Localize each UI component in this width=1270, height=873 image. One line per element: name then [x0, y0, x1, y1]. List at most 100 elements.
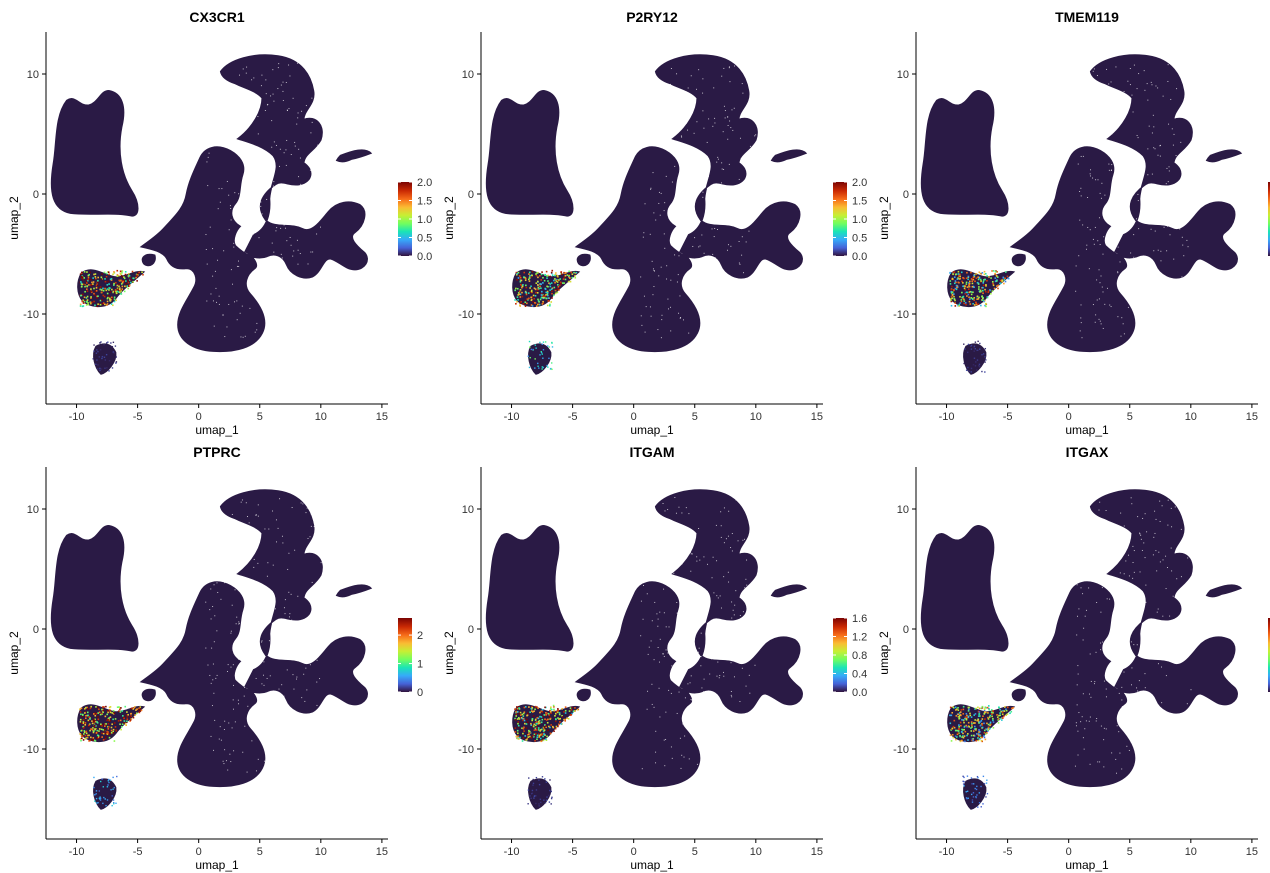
x-tick-label: 15: [376, 846, 388, 858]
x-tick-label: -10: [69, 846, 85, 858]
axes: -10 -5 0 5 10 15 10 0 -10 umap_1 umap_2: [7, 467, 388, 872]
expression-points: [514, 704, 580, 807]
x-tick-label: 0: [1066, 846, 1072, 858]
colorbar-tick-label: 1.2: [852, 632, 867, 644]
axes: -10 -5 0 5 10 15 10 0 -10 umap_1 umap_2: [7, 32, 388, 437]
x-tick-label: 0: [196, 846, 202, 858]
y-axis-label: umap_2: [877, 631, 891, 675]
y-axis-label: umap_2: [7, 196, 21, 240]
x-tick-label: 5: [692, 846, 698, 858]
colorbar-tick-label: 0.0: [417, 251, 432, 263]
y-tick-label: 10: [897, 69, 909, 81]
panel-title: ITGAM: [629, 444, 674, 460]
expression-points: [514, 269, 578, 371]
cell-clusters: [52, 490, 371, 809]
panel-title: P2RY12: [626, 9, 678, 25]
colorbar-tick-label: 0.8: [852, 650, 867, 662]
colorbar: [833, 618, 847, 692]
y-tick-label: 0: [33, 624, 39, 636]
cell-clusters: [922, 55, 1241, 374]
y-tick-label: -10: [893, 309, 909, 321]
x-axis-label: umap_1: [1065, 858, 1109, 872]
x-tick-label: 10: [750, 411, 762, 423]
colorbar-tick-label: 0.0: [852, 687, 867, 699]
x-tick-label: -10: [69, 411, 85, 423]
x-tick-label: 0: [1066, 411, 1072, 423]
y-tick-label: -10: [23, 309, 39, 321]
y-tick-label: 0: [903, 624, 909, 636]
x-tick-label: 15: [1246, 411, 1258, 423]
x-tick-label: 0: [631, 846, 637, 858]
x-tick-label: 10: [1185, 846, 1197, 858]
y-tick-label: 10: [27, 69, 39, 81]
x-tick-label: -5: [133, 846, 143, 858]
umap-panel-cx3cr1: CX3CR1 -10 -5 0 5 10 15 10 0 -10 umap_1 umap_2 2.0 1.…: [7, 9, 432, 437]
umap-panel-p2ry12: P2RY12 -10 -5 0 5 10 15 10 0 -10 umap_1 umap_2 2.0 1.…: [442, 9, 867, 437]
x-axis-label: umap_1: [195, 858, 239, 872]
panel-title: PTPRC: [193, 444, 240, 460]
x-tick-label: -5: [568, 411, 578, 423]
colorbar-tick-label: 2.0: [852, 177, 867, 189]
cluster-texture: [640, 64, 757, 339]
colorbar-tick-label: 0.4: [852, 669, 867, 681]
y-axis-label: umap_2: [877, 196, 891, 240]
colorbar-tick-label: 2: [417, 630, 423, 642]
x-axis-label: umap_1: [630, 858, 674, 872]
cell-clusters: [922, 490, 1241, 809]
y-tick-label: 0: [33, 189, 39, 201]
colorbar-tick-label: 0.0: [852, 251, 867, 263]
colorbar-tick-label: 1.0: [852, 214, 867, 226]
y-tick-label: 0: [468, 624, 474, 636]
axes: -10 -5 0 5 10 15 10 0 -10 umap_1 umap_2: [442, 32, 823, 437]
colorbar-legend: [1268, 182, 1270, 256]
x-axis-label: umap_1: [195, 423, 239, 437]
colorbar-tick-label: 1.5: [852, 196, 867, 208]
x-tick-label: 5: [257, 846, 263, 858]
x-tick-label: 0: [631, 411, 637, 423]
umap-panel-itgam: ITGAM -10 -5 0 5 10 15 10 0 -10 umap_1 umap_2 1.6 1.2…: [442, 444, 867, 872]
panel-title: CX3CR1: [189, 9, 244, 25]
y-axis-label: umap_2: [7, 631, 21, 675]
x-tick-label: 5: [692, 411, 698, 423]
x-tick-label: -5: [1003, 846, 1013, 858]
umap-panel-tmem119: TMEM119 -10 -5 0 5 10 15 10 0 -10 umap_1 umap_2: [877, 9, 1270, 437]
x-tick-label: 0: [196, 411, 202, 423]
y-axis-label: umap_2: [442, 196, 456, 240]
y-tick-label: -10: [458, 744, 474, 756]
expression-points: [79, 705, 143, 807]
y-tick-label: 0: [468, 189, 474, 201]
colorbar: [398, 182, 412, 256]
colorbar-tick-label: 0.5: [417, 233, 432, 245]
colorbar: [1268, 182, 1270, 256]
colorbar-legend: 1.6 1.2 0.8 0.4 0.0: [833, 613, 867, 699]
x-tick-label: 15: [811, 411, 823, 423]
umap-panel-itgax: ITGAX -10 -5 0 5 10 15 10 0 -10 umap_1 umap_2: [877, 444, 1270, 872]
y-tick-label: 10: [462, 69, 474, 81]
colorbar: [1268, 618, 1270, 692]
colorbar-tick-label: 0.5: [852, 233, 867, 245]
colorbar-legend: 2.0 1.5 1.0 0.5 0.0: [833, 177, 867, 263]
cell-clusters: [487, 55, 806, 374]
cluster-texture: [204, 498, 322, 774]
x-axis-label: umap_1: [630, 423, 674, 437]
cluster-texture: [640, 497, 757, 771]
x-tick-label: -5: [1003, 411, 1013, 423]
x-tick-label: -5: [568, 846, 578, 858]
colorbar-tick-label: 1: [417, 659, 423, 671]
panel-title: ITGAX: [1066, 444, 1109, 460]
x-tick-label: 15: [811, 846, 823, 858]
expression-points: [949, 705, 1015, 808]
colorbar-tick-label: 1.5: [417, 196, 432, 208]
x-tick-label: 5: [1127, 846, 1133, 858]
colorbar-legend: [1268, 618, 1270, 692]
colorbar-legend: 2.0 1.5 1.0 0.5 0.0: [398, 177, 432, 263]
axes: -10 -5 0 5 10 15 10 0 -10 umap_1 umap_2: [442, 467, 823, 872]
y-tick-label: 10: [462, 504, 474, 516]
x-tick-label: 10: [315, 411, 327, 423]
expression-points: [949, 270, 1010, 373]
cluster-texture: [1074, 497, 1192, 774]
colorbar-tick-label: 0: [417, 687, 423, 699]
y-tick-label: -10: [23, 744, 39, 756]
